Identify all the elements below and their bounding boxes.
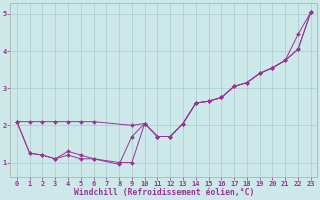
X-axis label: Windchill (Refroidissement éolien,°C): Windchill (Refroidissement éolien,°C) xyxy=(74,188,254,197)
